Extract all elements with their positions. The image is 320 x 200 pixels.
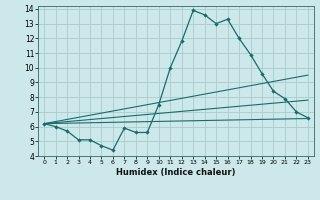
X-axis label: Humidex (Indice chaleur): Humidex (Indice chaleur) — [116, 168, 236, 177]
